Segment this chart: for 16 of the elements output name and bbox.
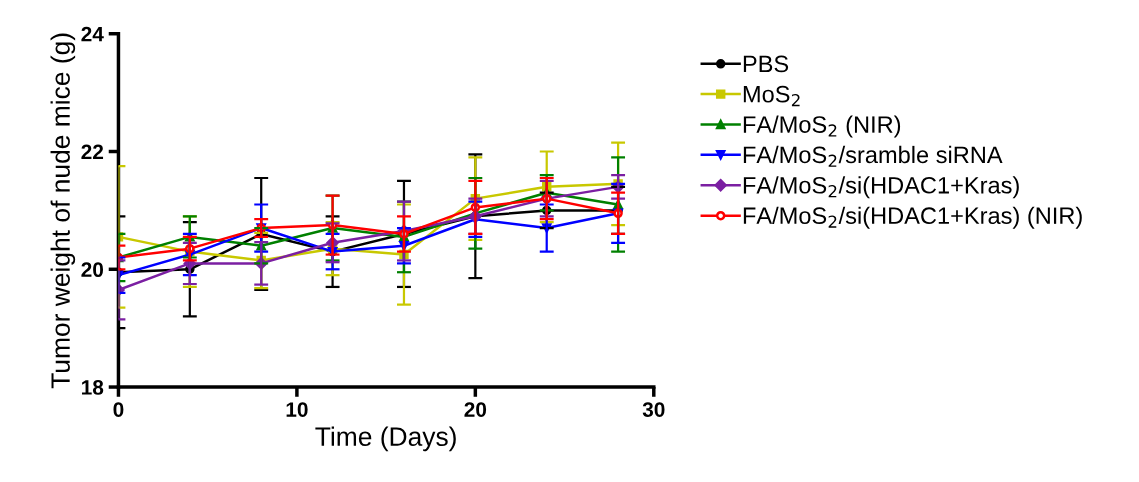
legend-label: MoS$_{2}$ xyxy=(743,85,800,107)
x-tick-label: 20 xyxy=(464,402,487,417)
x-tick-label: 30 xyxy=(642,402,665,417)
y-tick-label: 18 xyxy=(82,380,104,395)
x-axis-title: Time (Days) xyxy=(315,426,456,452)
legend-label: FA/MoS$_{2}$/si(HDAC1+Kras) (NIR) xyxy=(743,206,1082,229)
legend-label: PBS xyxy=(743,55,789,73)
legend-label: FA/MoS$_{2}$/sramble siRNA xyxy=(743,145,1003,167)
y-tick-label: 20 xyxy=(81,262,104,278)
y-tick-label: 24 xyxy=(81,26,104,42)
x-tick-label: 0 xyxy=(113,402,124,417)
x-tick-label: 10 xyxy=(286,402,308,417)
y-tick-label: 22 xyxy=(81,144,104,160)
legend-label: FA/MoS$_{2}$ (NIR) xyxy=(743,115,901,138)
legend-label: FA/MoS$_{2}$/si(HDAC1+Kras) xyxy=(743,176,1019,199)
y-axis-title: Tumor weight of nude mice (g) xyxy=(50,33,76,389)
